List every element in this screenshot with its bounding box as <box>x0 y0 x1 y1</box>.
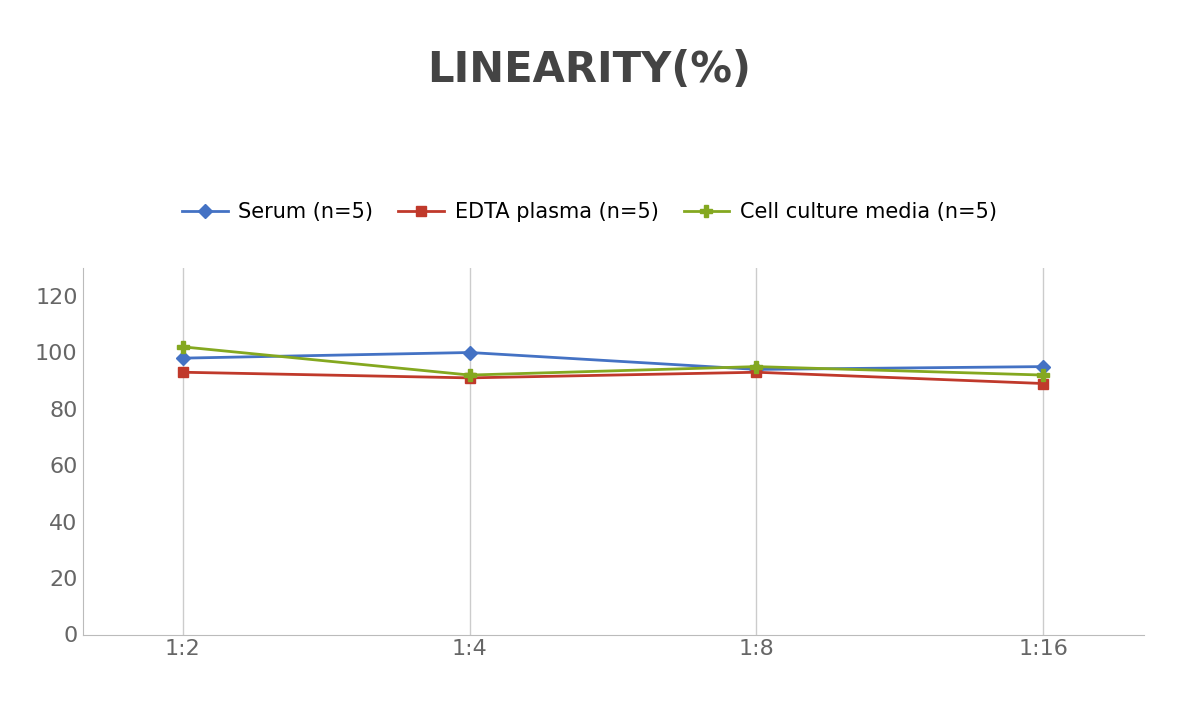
Legend: Serum (n=5), EDTA plasma (n=5), Cell culture media (n=5): Serum (n=5), EDTA plasma (n=5), Cell cul… <box>173 194 1006 231</box>
Line: Serum (n=5): Serum (n=5) <box>178 348 1048 374</box>
Line: Cell culture media (n=5): Cell culture media (n=5) <box>177 341 1049 381</box>
EDTA plasma (n=5) <box>1036 379 1050 388</box>
Serum (n=5) <box>462 348 476 357</box>
Cell culture media (n=5) <box>750 362 764 371</box>
Serum (n=5) <box>1036 362 1050 371</box>
Serum (n=5) <box>176 354 190 362</box>
EDTA plasma (n=5) <box>462 374 476 382</box>
Text: LINEARITY(%): LINEARITY(%) <box>428 49 751 92</box>
Line: EDTA plasma (n=5): EDTA plasma (n=5) <box>178 367 1048 388</box>
Cell culture media (n=5) <box>176 343 190 351</box>
EDTA plasma (n=5) <box>176 368 190 376</box>
Serum (n=5) <box>750 365 764 374</box>
Cell culture media (n=5) <box>462 371 476 379</box>
Cell culture media (n=5) <box>1036 371 1050 379</box>
EDTA plasma (n=5) <box>750 368 764 376</box>
